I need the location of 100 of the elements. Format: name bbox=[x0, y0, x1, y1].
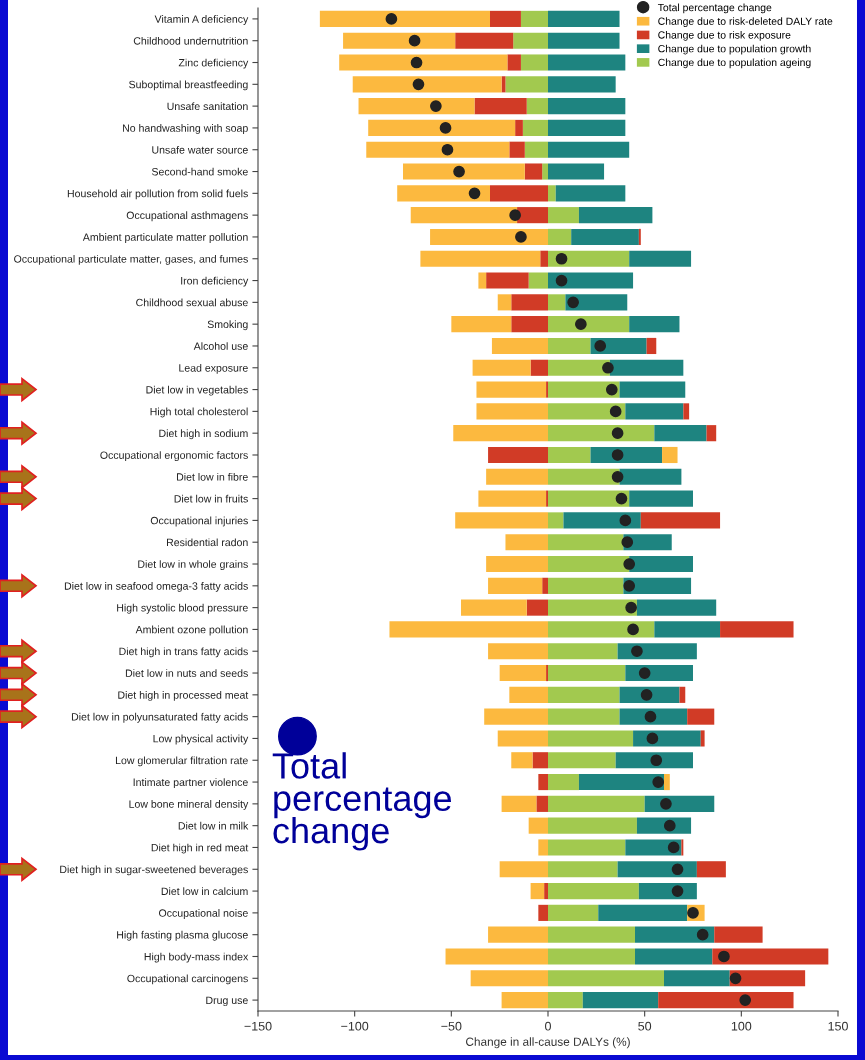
bar bbox=[474, 98, 527, 115]
x-tick-label: 100 bbox=[731, 1021, 752, 1031]
point bbox=[623, 558, 636, 570]
bar bbox=[497, 730, 548, 747]
bar bbox=[455, 32, 514, 49]
bar bbox=[548, 948, 635, 965]
y-tick-label: High fasting plasma glucose bbox=[117, 930, 248, 941]
bar bbox=[520, 10, 548, 27]
y-tick-label: Occupational particulate matter, gases, and fumes bbox=[14, 254, 248, 265]
point bbox=[671, 885, 684, 897]
bar bbox=[524, 141, 548, 158]
bar bbox=[619, 708, 688, 725]
bar bbox=[548, 599, 637, 616]
bar bbox=[617, 643, 697, 660]
bar bbox=[397, 185, 490, 202]
bar bbox=[524, 163, 543, 180]
point bbox=[515, 231, 527, 243]
bar bbox=[548, 468, 620, 485]
y-tick-label: Low physical activity bbox=[153, 734, 249, 745]
bar bbox=[720, 621, 794, 638]
point bbox=[739, 994, 752, 1006]
bar bbox=[548, 926, 635, 943]
bar bbox=[445, 948, 548, 965]
bar bbox=[636, 599, 717, 616]
bar bbox=[526, 98, 548, 115]
bar bbox=[548, 54, 626, 71]
bar bbox=[472, 359, 531, 376]
point bbox=[652, 776, 665, 788]
point bbox=[621, 536, 634, 549]
bar bbox=[505, 534, 548, 551]
point bbox=[430, 100, 442, 112]
bar bbox=[403, 163, 525, 180]
bar bbox=[548, 795, 645, 812]
bar bbox=[451, 316, 512, 333]
bar bbox=[526, 599, 548, 616]
y-tick-label: Low bone mineral density bbox=[129, 800, 249, 810]
bar bbox=[555, 185, 626, 202]
point bbox=[611, 470, 624, 483]
bar bbox=[505, 76, 548, 93]
bar bbox=[548, 839, 626, 856]
bar bbox=[712, 948, 829, 965]
bar bbox=[619, 381, 686, 398]
bar bbox=[687, 708, 715, 725]
bar bbox=[470, 970, 548, 987]
bar bbox=[548, 730, 634, 747]
bar bbox=[339, 54, 508, 71]
bar bbox=[501, 992, 548, 1009]
point bbox=[408, 34, 421, 47]
bar bbox=[548, 512, 564, 529]
bar bbox=[511, 294, 548, 311]
bar bbox=[410, 207, 518, 224]
point bbox=[644, 710, 657, 723]
y-tick-label: Diet high in sugar-sweetened beverages bbox=[60, 865, 248, 876]
bar bbox=[548, 773, 579, 791]
bar bbox=[548, 403, 626, 420]
y-tick-label: Household air pollution from solid fuels bbox=[67, 189, 248, 200]
x-tick-label: −150 bbox=[244, 1021, 272, 1031]
bar bbox=[548, 883, 639, 900]
bar bbox=[509, 686, 548, 703]
x-tick-label: 150 bbox=[828, 1021, 848, 1031]
bar bbox=[499, 664, 547, 682]
y-tick-label: Childhood undernutrition bbox=[133, 36, 248, 45]
point bbox=[671, 863, 684, 876]
bar bbox=[538, 839, 548, 856]
y-tick-label: Vitamin A deficiency bbox=[154, 15, 249, 25]
bar bbox=[548, 316, 630, 333]
bar bbox=[528, 272, 548, 289]
point bbox=[631, 645, 643, 658]
y-tick-label: Iron deficiency bbox=[181, 276, 249, 287]
point bbox=[441, 143, 454, 156]
point bbox=[575, 318, 587, 331]
point bbox=[623, 579, 636, 592]
point bbox=[627, 623, 639, 636]
bar bbox=[654, 621, 721, 638]
y-tick-label: Diet low in milk bbox=[178, 821, 249, 830]
bar bbox=[542, 577, 548, 594]
bar bbox=[548, 686, 620, 703]
bar bbox=[548, 643, 618, 660]
bar bbox=[664, 773, 670, 791]
bar bbox=[548, 32, 620, 49]
point bbox=[615, 492, 628, 505]
point bbox=[625, 601, 637, 614]
bar bbox=[544, 883, 548, 900]
bar bbox=[582, 992, 659, 1009]
bar bbox=[548, 904, 599, 921]
point bbox=[663, 819, 676, 832]
bar bbox=[476, 381, 547, 398]
bar bbox=[548, 817, 637, 834]
bar bbox=[548, 76, 616, 93]
bar bbox=[478, 272, 487, 289]
bar bbox=[536, 795, 548, 812]
bar bbox=[548, 621, 655, 638]
bar bbox=[609, 359, 684, 376]
point bbox=[619, 514, 632, 527]
y-tick-label: Diet high in red meat bbox=[151, 843, 249, 854]
y-tick-label: Diet low in vegetables bbox=[146, 385, 248, 396]
bar bbox=[548, 708, 620, 725]
bar bbox=[625, 403, 684, 420]
x-axis-title: Change in all-cause DALYs (%) bbox=[466, 1037, 630, 1049]
annotation: Total percentage change bbox=[272, 752, 452, 851]
